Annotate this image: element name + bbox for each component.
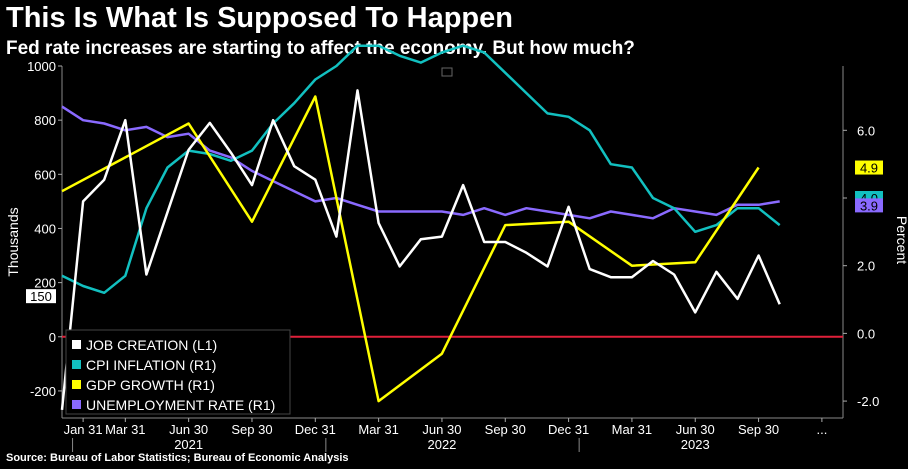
left-tick-label: -200 xyxy=(30,384,56,399)
legend-swatch xyxy=(72,360,81,369)
x-tick-label: Jun 30 xyxy=(676,422,715,437)
legend-swatch xyxy=(72,340,81,349)
series-line-3 xyxy=(61,105,780,220)
x-tick-label: Dec 31 xyxy=(548,422,589,437)
chart-title: This Is What Is Supposed To Happen xyxy=(6,2,513,34)
x-tick-label: Mar 31 xyxy=(612,422,652,437)
legend-label: CPI INFLATION (R1) xyxy=(86,357,216,373)
legend-swatch xyxy=(72,380,81,389)
x-tick-label: Jun 30 xyxy=(422,422,461,437)
left-axis-title: Thousands xyxy=(5,207,21,276)
series-line-1 xyxy=(61,44,781,295)
source-note: Source: Bureau of Labor Statistics; Bure… xyxy=(6,452,349,464)
x-tick-label: Mar 31 xyxy=(358,422,398,437)
chart-menu-icon xyxy=(441,67,453,77)
left-tick-label: 1000 xyxy=(27,59,56,74)
x-tick-label: Mar 31 xyxy=(105,422,145,437)
chart-subtitle: Fed rate increases are starting to affec… xyxy=(6,38,635,59)
right-tick-label: -2.0 xyxy=(857,394,879,409)
last-value-tag: 4.9 xyxy=(860,161,878,176)
legend-label: JOB CREATION (L1) xyxy=(86,337,217,353)
left-tick-label: 400 xyxy=(34,221,56,236)
series-line-2 xyxy=(61,95,760,403)
series-line-0 xyxy=(60,89,781,411)
right-axis-title: Percent xyxy=(894,216,908,264)
left-tick-label: 0 xyxy=(49,330,56,345)
x-tick-label: ... xyxy=(816,422,827,437)
year-label: 2023 xyxy=(681,437,710,452)
legend-swatch xyxy=(72,400,81,409)
year-label: 2021 xyxy=(174,437,203,452)
year-label: 2022 xyxy=(427,437,456,452)
legend-label: UNEMPLOYMENT RATE (R1) xyxy=(86,397,275,413)
x-tick-label: Jan 31 xyxy=(64,422,103,437)
x-tick-label: Jun 30 xyxy=(169,422,208,437)
x-tick-label: Sep 30 xyxy=(231,422,272,437)
last-value-tag-bg xyxy=(855,160,883,175)
right-tick-label: 6.0 xyxy=(857,123,875,138)
x-tick-label: Sep 30 xyxy=(738,422,779,437)
left-tick-label: 600 xyxy=(34,167,56,182)
x-tick-label: Sep 30 xyxy=(485,422,526,437)
last-value-tag: 3.9 xyxy=(860,198,878,213)
right-tick-label: 0.0 xyxy=(857,326,875,341)
x-tick-label: Dec 31 xyxy=(295,422,336,437)
last-value-tag-bg xyxy=(26,289,56,304)
legend-box xyxy=(65,329,291,415)
right-tick-label: 2.0 xyxy=(857,259,875,274)
last-value-tag: 150 xyxy=(30,289,52,304)
left-tick-label: 200 xyxy=(34,276,56,291)
left-tick-label: 800 xyxy=(34,113,56,128)
legend-label: GDP GROWTH (R1) xyxy=(86,377,215,393)
last-value-tag-bg xyxy=(855,198,883,213)
